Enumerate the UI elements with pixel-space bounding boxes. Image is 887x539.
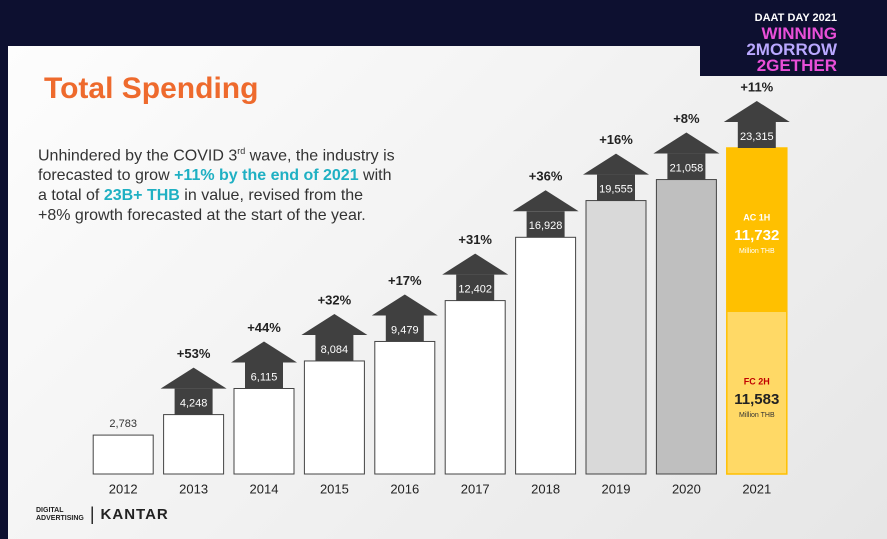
value-label: 8,084 xyxy=(321,344,349,356)
logo-text: WINNING xyxy=(761,24,837,43)
logo-text: DIGITAL xyxy=(36,506,64,514)
text: rd xyxy=(237,146,246,156)
logo-text: 2MORROW xyxy=(746,40,837,59)
text: a total of xyxy=(38,187,104,205)
arrow-stem xyxy=(526,211,565,238)
bar xyxy=(163,414,225,475)
arrow-stem xyxy=(174,388,213,415)
growth-label: +11% xyxy=(740,79,773,94)
bar-segment xyxy=(726,148,787,313)
x-tick-label: 2012 xyxy=(109,481,138,496)
footer-logos: DIGITAL ADVERTISING | KANTAR xyxy=(36,504,169,525)
growth-label: +8% xyxy=(673,111,700,126)
description: Unhindered by the COVID 3rd wave, the in… xyxy=(38,141,395,226)
bar xyxy=(585,200,647,475)
value-label: 4,248 xyxy=(180,398,208,410)
highlight: 23B+ THB xyxy=(103,187,180,205)
segment-value: 11,583 xyxy=(734,391,779,408)
text: with xyxy=(358,167,392,185)
growth-label: +16% xyxy=(599,132,633,147)
logo-text: DAAT DAY 2021 xyxy=(754,12,837,24)
bar-segment xyxy=(726,312,787,474)
arrow-head xyxy=(512,190,579,212)
growth-label: +53% xyxy=(177,346,211,361)
text: +8% growth forecasted at the start of th… xyxy=(38,207,366,225)
arrow-head xyxy=(231,341,297,363)
arrow-stem xyxy=(315,334,354,361)
highlight: +11% by the end of 2021 xyxy=(174,167,359,185)
growth-label: +31% xyxy=(458,232,492,247)
text: forecasted to grow xyxy=(38,167,175,185)
title: Total Spending xyxy=(44,72,259,105)
segment-value: 11,732 xyxy=(734,227,779,244)
bar xyxy=(233,387,295,475)
arrow-stem xyxy=(667,153,706,180)
value-label: 19,555 xyxy=(599,183,633,195)
value-label: 21,058 xyxy=(670,162,704,174)
value-label: 2,783 xyxy=(109,418,137,430)
x-tick-label: 2016 xyxy=(390,481,419,496)
bar xyxy=(92,434,154,475)
segment-name: FC 2H xyxy=(744,376,770,386)
logo-text: 2GETHER xyxy=(756,56,837,75)
arrow-stem xyxy=(597,174,635,201)
bar xyxy=(444,300,506,475)
value-label: 23,315 xyxy=(740,131,774,143)
x-tick-label: 2015 xyxy=(320,481,349,496)
x-tick-label: 2019 xyxy=(602,481,631,496)
arrow-stem xyxy=(456,274,495,301)
growth-label: +44% xyxy=(247,320,281,335)
x-tick-label: 2021 xyxy=(742,481,771,496)
logo: DIGITAL ADVERTISING xyxy=(36,507,84,523)
segment-unit: Million THB xyxy=(739,248,775,255)
segment-unit: Million THB xyxy=(739,412,775,419)
logo-text: ADVERTISING xyxy=(36,514,84,522)
value-label: 9,479 xyxy=(391,324,419,336)
arrow-head xyxy=(160,367,227,389)
bar xyxy=(515,236,577,475)
arrow-head xyxy=(442,253,509,275)
arrow-stem xyxy=(737,122,776,148)
arrow-head xyxy=(653,132,720,154)
arrow-stem xyxy=(245,362,283,389)
event-logo: DAAT DAY 2021 WINNING 2MORROW 2GETHER xyxy=(700,0,887,76)
bar xyxy=(374,340,436,475)
arrow-head xyxy=(723,101,790,122)
segment-name: AC 1H xyxy=(743,212,770,222)
bar xyxy=(303,360,365,475)
x-tick-label: 2013 xyxy=(179,481,208,496)
separator: | xyxy=(89,504,95,524)
value-label: 12,402 xyxy=(458,283,492,295)
x-tick-label: 2014 xyxy=(250,481,279,496)
x-tick-label: 2020 xyxy=(672,481,701,496)
logo-text: KANTAR xyxy=(100,506,169,523)
text: wave, the industry is xyxy=(245,147,395,165)
growth-label: +32% xyxy=(318,292,352,307)
value-label: 16,928 xyxy=(529,220,563,232)
arrow-head xyxy=(583,153,649,175)
value-label: 6,115 xyxy=(251,371,278,383)
arrow-head xyxy=(371,294,438,316)
growth-label: +36% xyxy=(529,169,563,184)
x-tick-label: 2017 xyxy=(461,481,490,496)
bar xyxy=(655,179,717,475)
text: Unhindered by the COVID 3 xyxy=(38,147,238,165)
arrow-head xyxy=(301,313,368,335)
growth-label: +17% xyxy=(388,273,422,288)
x-tick-label: 2018 xyxy=(531,481,560,496)
arrow-stem xyxy=(385,315,424,342)
text: in value, revised from the xyxy=(179,187,364,205)
